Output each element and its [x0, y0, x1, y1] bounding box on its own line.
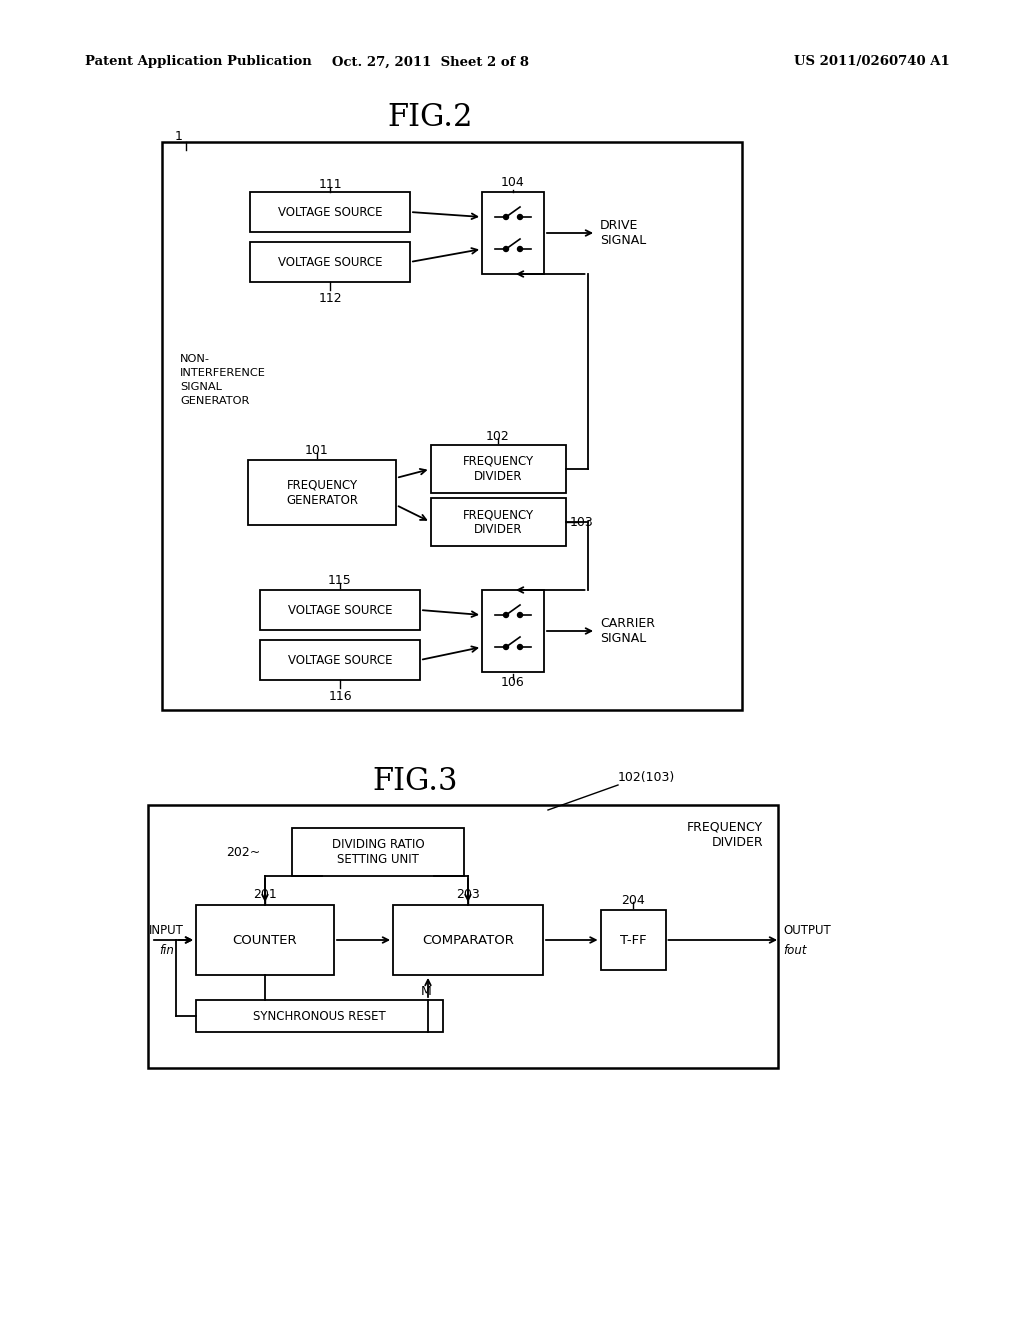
Text: FREQUENCY
DIVIDER: FREQUENCY DIVIDER — [687, 821, 763, 849]
Text: VOLTAGE SOURCE: VOLTAGE SOURCE — [278, 206, 382, 219]
Bar — [260, 590, 420, 630]
Text: FIG.3: FIG.3 — [373, 767, 458, 797]
Text: FREQUENCY
DIVIDER: FREQUENCY DIVIDER — [463, 455, 534, 483]
Bar — [482, 191, 544, 275]
Text: 106: 106 — [501, 676, 525, 689]
Text: 102(103): 102(103) — [618, 771, 675, 784]
Text: FREQUENCY
GENERATOR: FREQUENCY GENERATOR — [286, 479, 358, 507]
Circle shape — [504, 214, 509, 219]
Circle shape — [517, 247, 522, 252]
Bar — [600, 909, 666, 970]
Text: 116: 116 — [328, 690, 352, 704]
Text: 112: 112 — [318, 293, 342, 305]
Bar — [393, 906, 543, 975]
Text: DRIVE
SIGNAL: DRIVE SIGNAL — [600, 219, 646, 247]
Text: 201: 201 — [253, 888, 276, 902]
Text: Patent Application Publication: Patent Application Publication — [85, 55, 311, 69]
Text: 204: 204 — [622, 894, 645, 907]
Text: 1: 1 — [175, 131, 183, 144]
Text: 103: 103 — [569, 516, 594, 528]
Text: COMPARATOR: COMPARATOR — [422, 933, 514, 946]
Bar — [260, 640, 420, 680]
Text: 104: 104 — [501, 177, 525, 190]
Text: VOLTAGE SOURCE: VOLTAGE SOURCE — [288, 603, 392, 616]
Bar — [292, 828, 464, 876]
Text: COUNTER: COUNTER — [232, 933, 297, 946]
Bar — [196, 906, 334, 975]
Circle shape — [517, 612, 522, 618]
Bar — [250, 242, 410, 282]
Text: NON-
INTERFERENCE
SIGNAL
GENERATOR: NON- INTERFERENCE SIGNAL GENERATOR — [180, 354, 266, 407]
Text: 101: 101 — [305, 444, 329, 457]
Text: VOLTAGE SOURCE: VOLTAGE SOURCE — [278, 256, 382, 268]
Text: CARRIER
SIGNAL: CARRIER SIGNAL — [600, 616, 655, 645]
Text: Oct. 27, 2011  Sheet 2 of 8: Oct. 27, 2011 Sheet 2 of 8 — [332, 55, 528, 69]
Bar — [250, 191, 410, 232]
Text: SYNCHRONOUS RESET: SYNCHRONOUS RESET — [253, 1010, 386, 1023]
Text: INPUT: INPUT — [150, 924, 184, 936]
Circle shape — [517, 214, 522, 219]
Text: T-FF: T-FF — [620, 933, 646, 946]
Circle shape — [504, 644, 509, 649]
Text: fin: fin — [159, 944, 174, 957]
Bar — [482, 590, 544, 672]
Text: 203: 203 — [456, 888, 480, 902]
Text: 102: 102 — [486, 429, 510, 442]
Text: 115: 115 — [328, 574, 352, 587]
Text: US 2011/0260740 A1: US 2011/0260740 A1 — [795, 55, 950, 69]
Text: DIVIDING RATIO
SETTING UNIT: DIVIDING RATIO SETTING UNIT — [332, 838, 424, 866]
Circle shape — [504, 612, 509, 618]
Bar — [248, 459, 396, 525]
Bar — [430, 498, 565, 546]
Bar — [196, 1001, 443, 1032]
Circle shape — [517, 644, 522, 649]
Circle shape — [504, 247, 509, 252]
Text: fout: fout — [783, 944, 807, 957]
Text: OUTPUT: OUTPUT — [783, 924, 830, 936]
Text: FIG.2: FIG.2 — [387, 103, 473, 133]
Bar — [162, 143, 742, 710]
Text: VOLTAGE SOURCE: VOLTAGE SOURCE — [288, 653, 392, 667]
Text: FREQUENCY
DIVIDER: FREQUENCY DIVIDER — [463, 508, 534, 536]
Text: M: M — [421, 985, 431, 998]
Bar — [148, 805, 778, 1068]
Text: 111: 111 — [318, 178, 342, 191]
Bar — [430, 445, 565, 492]
Text: 202~: 202~ — [225, 846, 260, 858]
